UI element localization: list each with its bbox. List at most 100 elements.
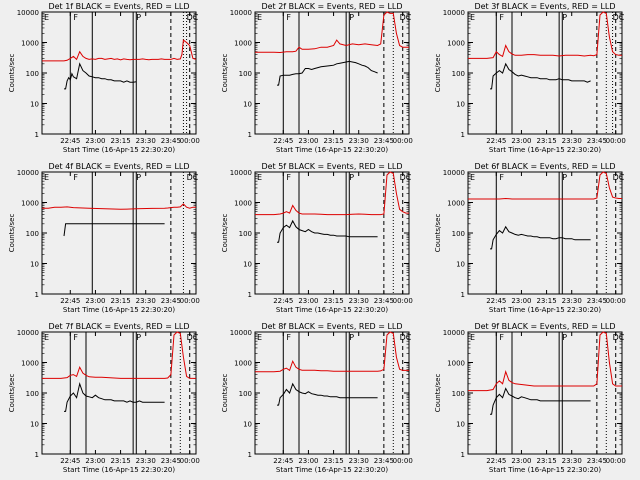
flag-label-p: P: [349, 333, 354, 342]
flag-label-dc: DC: [613, 13, 625, 22]
flag-label-p: P: [136, 173, 141, 182]
y-tick-label: 100: [26, 390, 39, 398]
flag-label-p: P: [136, 13, 141, 22]
x-tick-label: 00:00: [393, 457, 413, 465]
x-tick-label: 23:00: [511, 457, 531, 465]
series-line-lld: [255, 11, 409, 54]
series-line-events: [277, 219, 378, 243]
flag-label-e: E: [257, 333, 262, 342]
y-tick-label: 1000: [447, 40, 465, 48]
y-tick-label: 100: [452, 230, 465, 238]
x-tick-label: 23:30: [349, 457, 369, 465]
chart-panel-9: Det 9f BLACK = Events, RED = LLD 1 10 100 10…: [434, 322, 626, 474]
y-axis-label: Counts/sec: [8, 54, 16, 93]
y-axis-label: Counts/sec: [221, 214, 229, 253]
y-axis-label: Counts/sec: [434, 374, 442, 413]
x-axis-label: Start Time (16-Apr-15 22:30:20): [489, 306, 601, 314]
y-tick-label: 1: [248, 291, 252, 299]
x-tick-label: 23:45: [374, 457, 394, 465]
flag-label-e: E: [470, 13, 475, 22]
x-tick-label: 23:00: [298, 137, 318, 145]
flag-label-f: F: [499, 13, 504, 22]
x-tick-label: 00:00: [606, 457, 626, 465]
chart-title: Det 8f BLACK = Events, RED = LLD: [261, 322, 402, 331]
y-tick-label: 10000: [443, 169, 465, 177]
x-tick-label: 23:15: [323, 457, 343, 465]
plot-frame: [41, 171, 197, 295]
flag-label-e: E: [470, 333, 475, 342]
series-line-events: [490, 62, 591, 90]
y-tick-label: 100: [452, 70, 465, 78]
series-line-lld: [468, 331, 622, 392]
chart-panel-3: Det 3f BLACK = Events, RED = LLD 1 10 100 10…: [434, 2, 626, 154]
flag-label-p: P: [562, 173, 567, 182]
y-tick-label: 10: [30, 421, 39, 429]
y-tick-label: 1000: [234, 200, 252, 208]
x-tick-label: 22:45: [486, 457, 506, 465]
series-line-lld: [255, 171, 409, 216]
x-tick-label: 23:15: [323, 137, 343, 145]
x-tick-label: 23:00: [85, 137, 105, 145]
flag-label-dc: DC: [187, 173, 199, 182]
y-tick-label: 10000: [443, 329, 465, 337]
x-tick-label: 23:45: [374, 297, 394, 305]
flag-label-dc: DC: [187, 333, 199, 342]
y-tick-label: 10000: [230, 169, 252, 177]
chart-title: Det 9f BLACK = Events, RED = LLD: [474, 322, 615, 331]
x-tick-label: 23:45: [587, 457, 607, 465]
x-axis-label: Start Time (16-Apr-15 22:30:20): [489, 466, 601, 474]
flag-label-e: E: [257, 13, 262, 22]
flag-label-p: P: [562, 13, 567, 22]
chart-panel-2: Det 2f BLACK = Events, RED = LLD 1 10 100 10…: [221, 2, 413, 154]
y-tick-label: 10: [30, 261, 39, 269]
x-tick-label: 00:00: [393, 137, 413, 145]
x-tick-label: 22:45: [486, 137, 506, 145]
series-line-events: [490, 225, 591, 250]
plot-frame: [467, 171, 623, 295]
chart-panel-5: Det 5f BLACK = Events, RED = LLD 1 10 100 10…: [221, 162, 413, 314]
x-tick-label: 00:00: [180, 137, 200, 145]
series-line-lld: [468, 11, 622, 59]
series-line-events: [64, 62, 137, 90]
y-tick-label: 10: [456, 261, 465, 269]
flag-label-p: P: [349, 13, 354, 22]
y-axis-label: Counts/sec: [221, 374, 229, 413]
series-line-lld: [468, 171, 622, 200]
x-tick-label: 23:30: [349, 137, 369, 145]
x-tick-label: 00:00: [606, 297, 626, 305]
series-line-events: [63, 223, 165, 237]
y-tick-label: 1000: [447, 360, 465, 368]
series-line-lld: [255, 331, 409, 373]
x-tick-label: 22:45: [273, 297, 293, 305]
x-tick-label: 22:45: [273, 137, 293, 145]
y-tick-label: 10: [243, 101, 252, 109]
y-axis-label: Counts/sec: [434, 214, 442, 253]
y-tick-label: 1: [461, 291, 465, 299]
series-line-events: [277, 60, 378, 86]
y-tick-label: 10: [456, 421, 465, 429]
x-tick-label: 22:45: [60, 457, 80, 465]
x-tick-label: 23:45: [161, 137, 181, 145]
x-tick-label: 23:00: [85, 457, 105, 465]
x-tick-label: 23:30: [349, 297, 369, 305]
x-tick-label: 23:00: [298, 457, 318, 465]
flag-label-dc: DC: [613, 333, 625, 342]
flag-label-f: F: [73, 333, 78, 342]
flag-label-dc: DC: [400, 173, 412, 182]
x-tick-label: 00:00: [180, 457, 200, 465]
y-tick-label: 10000: [17, 169, 39, 177]
x-tick-label: 23:15: [110, 137, 130, 145]
y-tick-label: 1000: [21, 200, 39, 208]
x-tick-label: 22:45: [486, 297, 506, 305]
chart-panel-1: Det 1f BLACK = Events, RED = LLD 1 10 100 10…: [8, 2, 200, 154]
y-tick-label: 1000: [234, 360, 252, 368]
flag-label-p: P: [349, 173, 354, 182]
x-tick-label: 23:45: [374, 137, 394, 145]
chart-panel-6: Det 6f BLACK = Events, RED = LLD 1 10 100 10…: [434, 162, 626, 314]
x-tick-label: 23:00: [511, 137, 531, 145]
chart-title: Det 1f BLACK = Events, RED = LLD: [48, 2, 189, 11]
x-tick-label: 23:15: [536, 297, 556, 305]
y-tick-label: 10000: [443, 9, 465, 17]
y-axis-label: Counts/sec: [434, 54, 442, 93]
